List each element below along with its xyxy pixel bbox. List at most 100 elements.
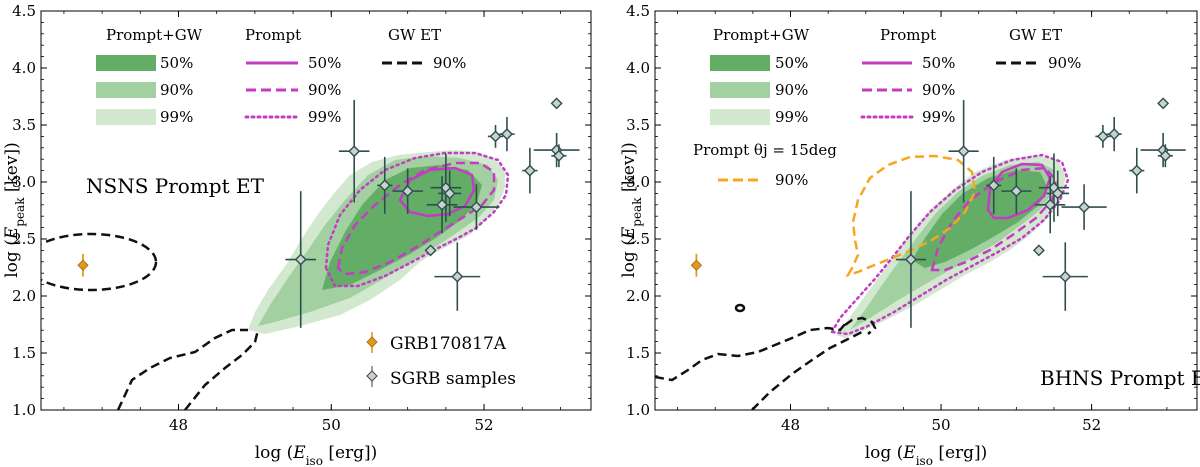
- plot-area-bhns: [654, 10, 1198, 411]
- x-tick-label: 52: [1082, 416, 1101, 434]
- legend-swatch-99: [96, 109, 156, 125]
- legend-header-gw: GW ET: [388, 26, 441, 44]
- legend-header-theta: Prompt θj = 15deg: [693, 141, 837, 159]
- y-tick-label: 4.0: [12, 59, 36, 77]
- legend-header-prompt: Prompt: [245, 26, 301, 44]
- sgrb-point: [426, 176, 458, 234]
- grb170817a-point: [77, 253, 89, 277]
- y-tick-label: 1.0: [12, 401, 36, 419]
- plot-content-nsns: [41, 97, 580, 410]
- sgrb-point: [948, 99, 979, 203]
- y-tick-label: 1.0: [626, 401, 650, 419]
- legend-label-pgw-99: 99%: [160, 108, 193, 126]
- legend-label-pgw-50: 50%: [775, 54, 808, 72]
- y-tick-label: 1.5: [12, 344, 36, 362]
- sgrb-point: [1035, 176, 1066, 234]
- sgrb-point: [438, 170, 462, 217]
- sgrb-diamond: [424, 244, 437, 257]
- y-tick-label: 2.0: [12, 287, 36, 305]
- legend-header-gw: GW ET: [1009, 26, 1062, 44]
- sgrb-point: [1157, 97, 1170, 110]
- legend-label-prompt-99: 99%: [308, 108, 341, 126]
- sgrb-point: [338, 99, 370, 203]
- sgrb-diamond: [1044, 198, 1057, 211]
- x-axis-label-bhns: log (Eiso [erg]): [865, 443, 988, 467]
- legend-label-pgw-90: 90%: [775, 81, 808, 99]
- sgrb-point: [424, 244, 437, 257]
- sgrb-point: [1140, 132, 1186, 168]
- marker-legend-nsns: GRB170817A SGRB samples: [366, 332, 516, 389]
- legend-label-pgw-50: 50%: [160, 54, 193, 72]
- sgrb-point: [1129, 147, 1145, 194]
- legend-swatch-99: [710, 109, 770, 125]
- sgrb-point: [377, 156, 393, 214]
- data-points-nsns: [77, 97, 580, 328]
- sgrb-diamond: [1108, 128, 1121, 141]
- y-axis-label-nsns: log (Epeak [kev]): [2, 142, 27, 278]
- contour-99-prompt: [324, 151, 510, 288]
- plot-area-nsns: [40, 10, 592, 411]
- legend-swatch-90: [710, 82, 770, 98]
- y-tick-label: 2.5: [626, 230, 650, 248]
- y-tick-label: 3.0: [626, 173, 650, 191]
- y-tick-label: 1.5: [626, 344, 650, 362]
- x-tick-label: 50: [322, 416, 341, 434]
- sgrb-diamond: [443, 187, 456, 200]
- y-tick-label: 2.0: [626, 287, 650, 305]
- sgrb-point: [1001, 168, 1032, 214]
- sgrb-diamond: [987, 179, 1000, 192]
- sgrb-diamond: [1130, 164, 1143, 177]
- contour-90-prompt: [930, 166, 1058, 272]
- legend-swatch-50: [96, 55, 156, 71]
- sgrb-diamond: [348, 145, 361, 158]
- legend-label-gw-90: 90%: [1048, 54, 1081, 72]
- legend-label-prompt-99: 99%: [922, 108, 955, 126]
- y-tick-label: 4.5: [626, 2, 650, 20]
- sgrb-diamond: [489, 130, 502, 143]
- sgrb-diamond: [378, 179, 391, 192]
- grb-diamond: [690, 259, 703, 271]
- legend-bhns: Prompt+GW Prompt GW ET 50% 90% 99% 50% 9…: [693, 26, 1081, 189]
- sgrb-point: [487, 125, 504, 148]
- marker-legend-grb-label: GRB170817A: [390, 334, 507, 354]
- x-tick-label: 48: [781, 416, 800, 434]
- legend-label-pgw-90: 90%: [160, 81, 193, 99]
- axes-bhns: 1.0 1.5 2.0 2.5 3.0 3.5 4.0 4.5 48 50 52: [626, 2, 1197, 434]
- sgrb-diamond: [1010, 185, 1023, 198]
- contour-90-gw-lower: [116, 328, 248, 410]
- contour-90-gw-upper: [751, 330, 863, 410]
- legend-swatch-50: [710, 55, 770, 71]
- sgrb-diamond: [470, 201, 483, 214]
- contour-90-prompt-theta15: [845, 154, 977, 278]
- contour-90-gw-lower: [655, 323, 846, 382]
- contour-90-gw-small: [844, 316, 877, 335]
- x-axis-label-nsns: log (Eiso [erg]): [255, 443, 378, 467]
- sgrb-diamond: [552, 149, 565, 162]
- sgrb-point: [1032, 244, 1045, 257]
- sgrb-diamond: [436, 198, 449, 211]
- y-tick-label: 2.5: [12, 230, 36, 248]
- x-tick-label: 48: [169, 416, 188, 434]
- sgrb-point: [453, 184, 500, 230]
- contour-90-prompt: [336, 161, 496, 276]
- legend-label-theta-90: 90%: [775, 171, 808, 189]
- sgrb-diamond: [401, 185, 414, 198]
- y-axis-label-bhns: log (Epeak [kev]): [619, 142, 644, 278]
- y-tick-label: 4.0: [626, 59, 650, 77]
- legend-label-prompt-90: 90%: [922, 81, 955, 99]
- panel-title-nsns: NSNS Prompt ET: [86, 174, 265, 198]
- contour-90-gw-upper: [184, 329, 260, 410]
- sgrb-point: [392, 168, 423, 214]
- x-tick-label: 52: [475, 416, 494, 434]
- x-tick-label: 50: [932, 416, 951, 434]
- sgrb-point: [1106, 117, 1122, 152]
- legend-swatch-90: [96, 82, 156, 98]
- legend-label-pgw-99: 99%: [775, 108, 808, 126]
- legend-label-prompt-50: 50%: [922, 54, 955, 72]
- marker-legend-grb-diamond: [366, 336, 378, 348]
- sgrb-point: [1095, 125, 1111, 148]
- sgrb-point: [285, 191, 316, 328]
- sgrb-point: [522, 147, 538, 194]
- sgrb-diamond: [1157, 97, 1170, 110]
